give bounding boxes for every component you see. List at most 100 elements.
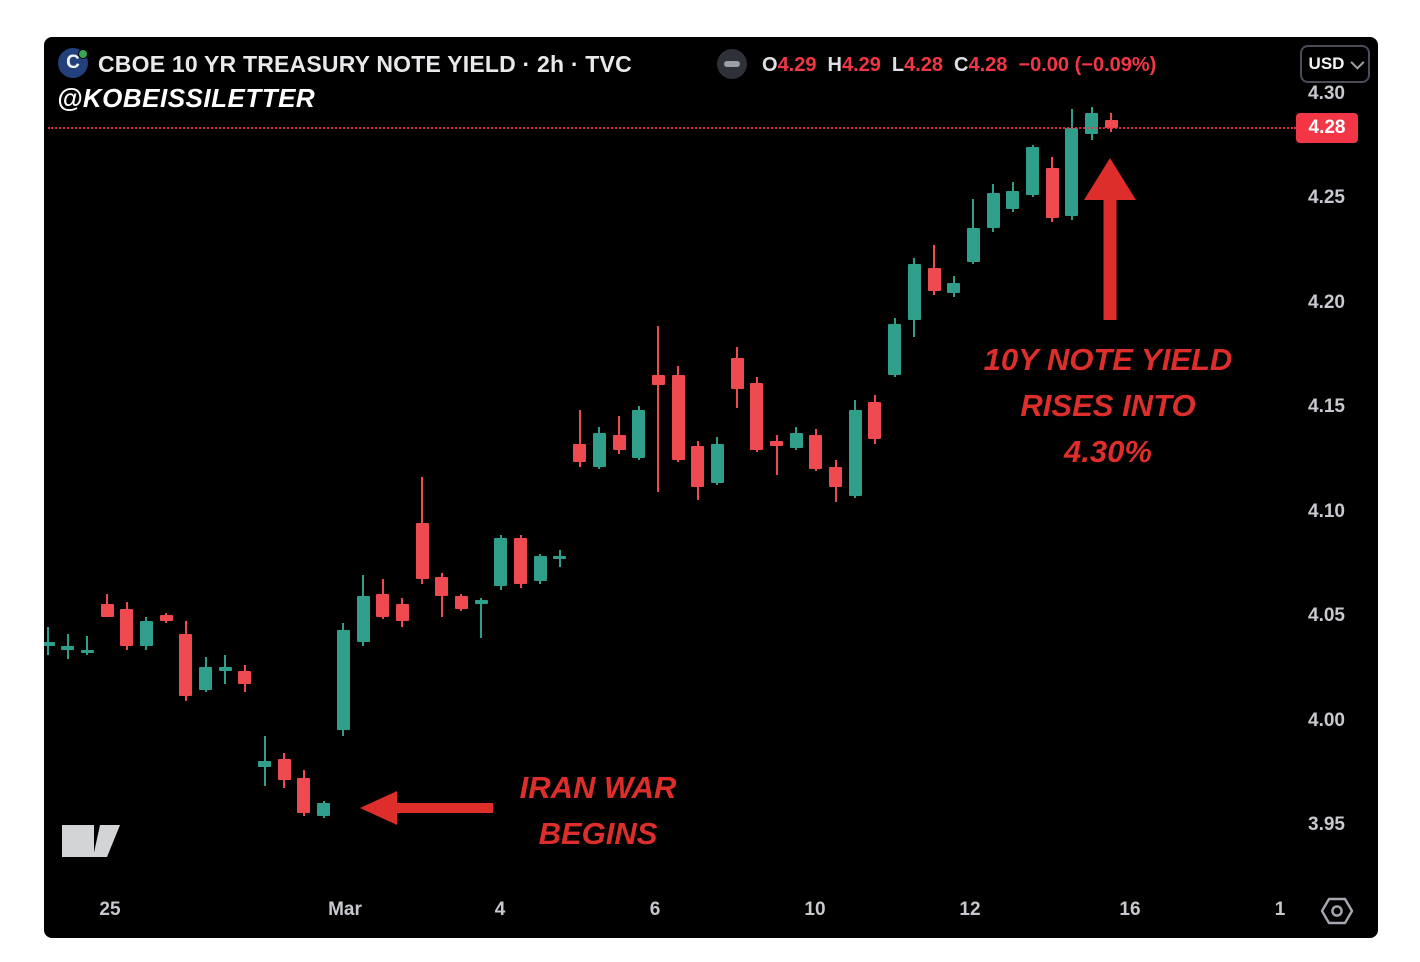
price-axis-label: 3.95 bbox=[1308, 814, 1345, 835]
candle-body bbox=[1065, 127, 1079, 216]
legend-minimize-button[interactable] bbox=[717, 49, 747, 79]
candle-body bbox=[356, 596, 370, 643]
time-axis-label: 1 bbox=[1274, 899, 1286, 920]
candle-wick bbox=[578, 410, 581, 467]
close-value: 4.28 bbox=[968, 54, 1008, 76]
price-axis-label: 4.15 bbox=[1308, 396, 1345, 417]
time-axis-label: Mar bbox=[328, 899, 362, 920]
candle-body bbox=[435, 577, 449, 597]
candle-body bbox=[770, 441, 784, 446]
candle-body bbox=[395, 604, 409, 622]
candle-body bbox=[671, 374, 685, 461]
candle-body bbox=[44, 642, 55, 647]
candle-wick bbox=[86, 635, 89, 655]
candle-wick bbox=[47, 627, 49, 655]
candle-wick bbox=[775, 435, 778, 475]
twitter-handle-watermark: @KOBEISSILETTER bbox=[57, 83, 316, 113]
candle-body bbox=[691, 445, 705, 488]
time-axis-label: 16 bbox=[1119, 899, 1141, 920]
candle-body bbox=[868, 401, 882, 440]
up-arrow-icon bbox=[1084, 158, 1136, 320]
tradingview-logo-icon[interactable] bbox=[62, 825, 120, 857]
candle-body bbox=[454, 596, 468, 609]
candle-body bbox=[789, 433, 803, 448]
candle-body bbox=[651, 374, 665, 385]
candle-body bbox=[139, 621, 153, 647]
candle-body bbox=[573, 443, 587, 463]
candle-body bbox=[809, 435, 823, 469]
candle-body bbox=[1045, 167, 1059, 218]
close-label: C bbox=[954, 54, 969, 76]
price-axis-label: 4.10 bbox=[1308, 500, 1345, 522]
candle-body bbox=[159, 614, 173, 622]
iran-war-line1: IRAN WAR bbox=[519, 770, 677, 805]
candle-body bbox=[258, 761, 272, 768]
time-axis-label: 6 bbox=[649, 899, 661, 920]
candle-body bbox=[100, 604, 114, 617]
candle-body bbox=[277, 759, 291, 780]
time-axis-label: 10 bbox=[804, 899, 826, 920]
symbol-letter: C bbox=[66, 52, 80, 73]
open-label: O bbox=[762, 54, 778, 76]
candle-wick bbox=[657, 326, 660, 492]
currency-selector-button[interactable]: USD bbox=[1300, 45, 1370, 83]
candle-body bbox=[1006, 190, 1020, 210]
candle-body bbox=[927, 267, 941, 291]
chevron-down-icon bbox=[1350, 55, 1365, 70]
candle-wick bbox=[480, 598, 483, 638]
candle-body bbox=[1085, 113, 1099, 135]
time-axis-label: 4 bbox=[494, 899, 506, 920]
candle-body bbox=[907, 263, 921, 321]
candle-body bbox=[120, 608, 134, 647]
yield-rise-line1: 10Y NOTE YIELD bbox=[983, 342, 1233, 377]
minus-icon bbox=[724, 61, 740, 67]
candlestick-series bbox=[44, 37, 1378, 938]
time-axis-label: 25 bbox=[99, 899, 121, 920]
last-price-line bbox=[48, 126, 1296, 129]
candle-body bbox=[336, 629, 350, 730]
candle-body bbox=[238, 671, 252, 684]
candle-body bbox=[218, 667, 232, 672]
candle-body bbox=[632, 410, 646, 459]
symbol-status-dot-icon bbox=[78, 49, 88, 59]
candle-body bbox=[947, 282, 961, 294]
price-axis-label: 4.05 bbox=[1308, 605, 1345, 626]
change-value: −0.00 (−0.09%) bbox=[1018, 54, 1157, 76]
iran-war-line2: BEGINS bbox=[538, 816, 658, 851]
price-axis-label: 4.25 bbox=[1308, 187, 1345, 208]
candle-body bbox=[415, 522, 429, 580]
candle-body bbox=[730, 357, 744, 390]
left-arrow-icon bbox=[360, 791, 493, 825]
candle-body bbox=[199, 667, 213, 691]
yield-rise-annotation: 10Y NOTE YIELD RISES INTO 4.30% bbox=[958, 337, 1258, 475]
candle-body bbox=[553, 556, 567, 560]
candle-body bbox=[61, 646, 75, 651]
candle-body bbox=[474, 600, 488, 605]
candle-body bbox=[514, 537, 528, 584]
candle-body bbox=[888, 324, 902, 375]
candle-body bbox=[494, 537, 508, 586]
candle-body bbox=[966, 228, 980, 262]
candle-body bbox=[612, 435, 626, 450]
candle-body bbox=[829, 466, 843, 488]
candle-body bbox=[80, 650, 94, 654]
yield-rise-line3: 4.30% bbox=[1064, 434, 1152, 469]
ohlc-readout: O4.29 H4.29 L4.28 C4.28 −0.00 (−0.09%) bbox=[762, 51, 1156, 79]
price-axis-label: 4.00 bbox=[1308, 709, 1345, 731]
axis-settings-gear-icon[interactable] bbox=[1320, 896, 1354, 926]
open-value: 4.29 bbox=[777, 54, 817, 76]
price-axis-label: 4.20 bbox=[1308, 291, 1345, 313]
low-value: 4.28 bbox=[904, 54, 944, 76]
candle-body bbox=[179, 633, 193, 697]
candle-body bbox=[376, 594, 390, 617]
time-axis-label: 12 bbox=[959, 899, 981, 920]
candle-body bbox=[710, 443, 724, 484]
candle-body bbox=[1104, 119, 1118, 128]
candle-body bbox=[592, 433, 606, 467]
currency-label: USD bbox=[1308, 54, 1345, 73]
iran-war-annotation: IRAN WAR BEGINS bbox=[448, 765, 748, 857]
candle-body bbox=[750, 382, 764, 450]
candle-body bbox=[848, 410, 862, 496]
candle-body bbox=[297, 777, 311, 814]
